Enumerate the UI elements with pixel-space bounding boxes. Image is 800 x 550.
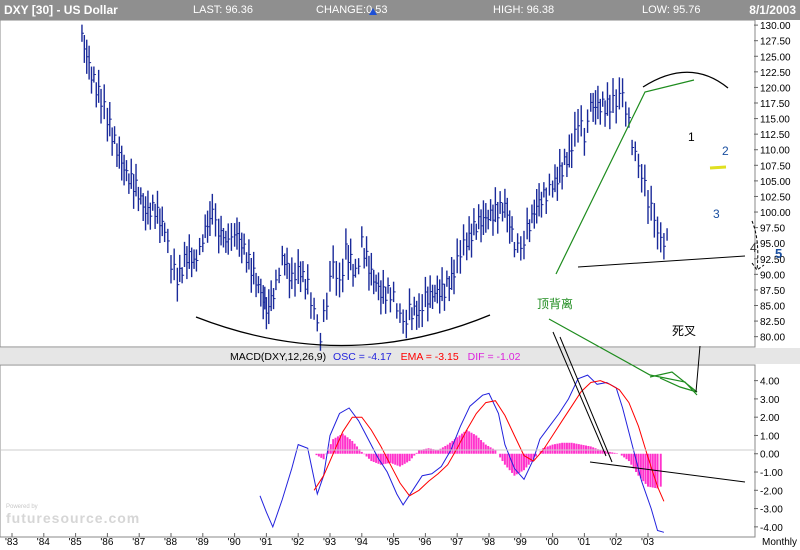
macd-panel-frame (0, 364, 756, 538)
bottom-arc (195, 314, 491, 347)
wave-label-1: 1 (688, 130, 695, 144)
year-tick-label: '97 (450, 537, 463, 548)
macd-legend-prefix: MACD(DXY,12,26,9) (230, 351, 326, 363)
top-divergence-label: 顶背离 (537, 296, 573, 311)
year-tick-label: '91 (259, 537, 272, 548)
price-tick-label: 130.00 (760, 21, 791, 32)
death-cross-pointer (695, 345, 701, 393)
price-tick-label: 85.00 (760, 302, 785, 313)
low-price: LOW: 95.76 (642, 4, 701, 16)
watermark-small: Powered by (6, 504, 38, 510)
macd-tick-label: -2.00 (760, 486, 783, 497)
price-panel-frame (0, 20, 756, 348)
macd-tick-label: 2.00 (760, 413, 780, 424)
year-tick-label: '83 (5, 537, 18, 548)
death-cross-label: 死叉 (672, 324, 696, 338)
macd-legend-dif: DIF = -1.02 (468, 351, 521, 363)
year-tick-label: '92 (291, 537, 304, 548)
year-tick-label: '01 (577, 537, 590, 548)
year-tick-label: '87 (132, 537, 145, 548)
year-tick-label: '86 (100, 537, 113, 548)
year-tick-label: '90 (228, 537, 241, 548)
price-tick-label: 100.00 (760, 208, 791, 219)
macd-tick-label: -3.00 (760, 505, 783, 516)
price-tick-label: 105.00 (760, 177, 791, 188)
divergence-link-line-b (559, 336, 613, 463)
wave-label-3: 3 (713, 207, 720, 221)
price-chart: 130.00127.50125.00122.50120.00117.50115.… (0, 20, 800, 548)
year-tick-label: '84 (37, 537, 50, 548)
price-tick-label: 112.50 (760, 130, 790, 141)
watermark-brand: futuresource.com (6, 510, 140, 526)
price-tick-label: 95.00 (760, 239, 785, 250)
divergence-link-line-a (552, 331, 607, 457)
x-axis-label: Monthly (762, 537, 797, 548)
price-tick-label: 97.50 (760, 224, 785, 235)
symbol-title: DXY [30] - US Dollar (4, 3, 118, 17)
wave-label-4: 4 (750, 241, 757, 255)
macd-support-line (589, 461, 746, 483)
price-tick-label: 110.00 (760, 146, 790, 157)
wave-5-arrow (751, 220, 765, 271)
up-triangle-icon (369, 8, 378, 15)
macd-legend-ema: EMA = -3.15 (401, 351, 459, 363)
price-tick-label: 127.50 (760, 37, 791, 48)
macd-tick-label: 3.00 (760, 395, 780, 406)
macd-tick-label: 1.00 (760, 431, 780, 442)
high-price: HIGH: 96.38 (493, 4, 555, 16)
year-tick-label: '96 (418, 537, 431, 548)
year-tick-label: '95 (387, 537, 400, 548)
top-divergence-support-line (577, 255, 746, 268)
year-tick-label: '89 (196, 537, 209, 548)
macd-tick-label: 4.00 (760, 377, 780, 388)
wave-label-2: 2 (722, 144, 729, 158)
wave-label-5: 5 (775, 246, 782, 261)
price-tick-label: 125.00 (760, 52, 791, 63)
price-tick-label: 120.00 (760, 83, 791, 94)
quote-date: 8/1/2003 (749, 3, 796, 17)
price-tick-label: 92.50 (760, 255, 785, 266)
year-tick-label: '02 (609, 537, 622, 548)
year-tick-label: '00 (546, 537, 559, 548)
macd-legend-band (0, 348, 800, 364)
macd-tick-label: -1.00 (760, 468, 783, 479)
year-tick-label: '94 (355, 537, 368, 548)
year-tick-label: '85 (69, 537, 82, 548)
price-tick-label: 122.50 (760, 68, 791, 79)
price-tick-label: 90.00 (760, 270, 785, 281)
macd-legend: MACD(DXY,12,26,9) OSC = -4.17 EMA = -3.1… (230, 351, 521, 363)
price-tick-label: 80.00 (760, 333, 785, 344)
price-tick-label: 115.00 (760, 115, 790, 126)
top-arc (642, 71, 729, 89)
macd-tick-label: 0.00 (760, 450, 780, 461)
year-tick-label: '03 (641, 537, 654, 548)
wave-2-marker (709, 165, 727, 170)
year-tick-label: '93 (323, 537, 336, 548)
dif-series-line (259, 374, 665, 533)
macd-legend-osc: OSC = -4.17 (333, 351, 392, 363)
change-readout: CHANGE: 0.53 (316, 4, 388, 16)
uptrend-channel-line (555, 79, 695, 275)
macd-divergence-marker (649, 371, 698, 393)
year-tick-label: '98 (482, 537, 495, 548)
year-tick-label: '99 (514, 537, 527, 548)
year-tick-label: '88 (164, 537, 177, 548)
last-price: LAST: 96.36 (193, 4, 253, 16)
price-tick-label: 107.50 (760, 161, 791, 172)
price-tick-label: 102.50 (760, 192, 791, 203)
top-divergence-line (548, 318, 698, 396)
change-label: CHANGE: (316, 4, 367, 16)
quote-header: DXY [30] - US Dollar LAST: 96.36 CHANGE:… (0, 0, 800, 20)
ema-series-line (313, 380, 665, 502)
price-tick-label: 117.50 (760, 99, 790, 110)
price-tick-label: 82.50 (760, 317, 785, 328)
macd-tick-label: -4.00 (760, 523, 783, 534)
price-tick-label: 87.50 (760, 286, 785, 297)
